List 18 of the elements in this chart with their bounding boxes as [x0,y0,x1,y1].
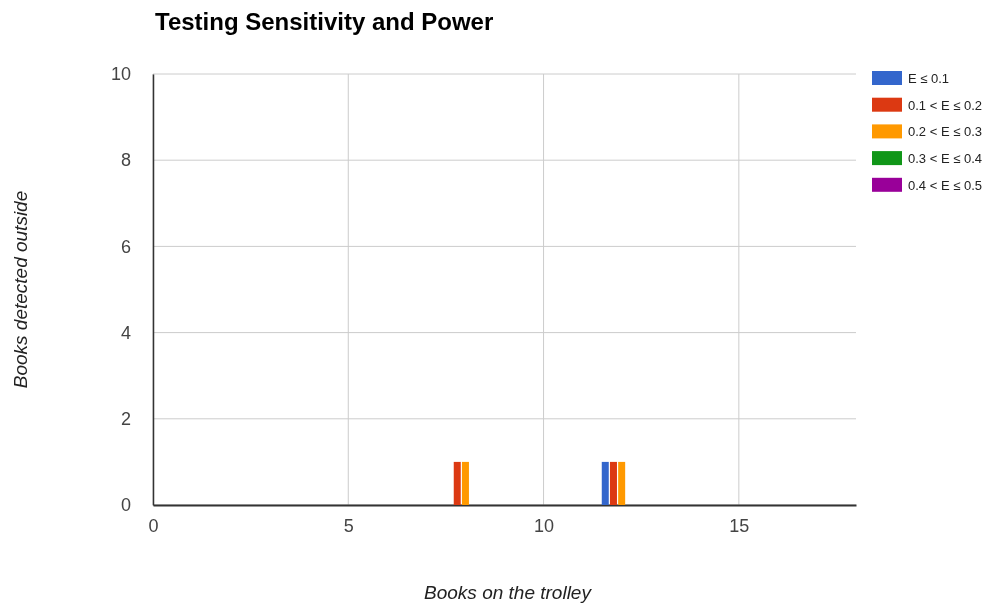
x-tick-label: 15 [729,515,750,536]
y-axis-title: Books detected outside [10,190,31,389]
y-tick-label: 4 [120,322,131,343]
y-tick-label: 2 [120,409,131,430]
legend-label: 0.3 < E ≤ 0.4 [908,151,982,167]
y-tick-label: 6 [120,236,131,257]
x-tick-label: 10 [534,515,555,536]
legend-label: 0.1 < E ≤ 0.2 [908,97,982,113]
chart-title: Testing Sensitivity and Power [155,8,494,35]
x-axis-title: Books on the trolley [424,582,593,603]
legend-label: E ≤ 0.1 [908,71,950,86]
x-tick-label: 5 [343,515,354,536]
legend-label: 0.4 < E ≤ 0.5 [908,177,982,193]
y-tick-label: 8 [120,150,131,171]
y-tick-label: 0 [120,495,131,516]
y-tick-label: 10 [110,64,131,85]
legend-label: 0.2 < E ≤ 0.3 [908,124,982,140]
x-tick-label: 0 [148,515,159,536]
